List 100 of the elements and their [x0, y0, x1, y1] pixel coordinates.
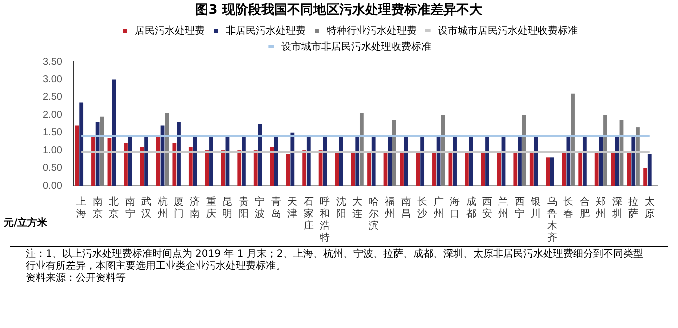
bar — [481, 152, 486, 186]
x-tick-label: 济南 — [190, 196, 200, 220]
bar — [530, 152, 534, 186]
x-tick-label: 深圳 — [611, 196, 622, 220]
bar — [100, 116, 104, 186]
bar — [188, 147, 193, 186]
x-tick-label: 青岛 — [271, 196, 282, 220]
x-tick-label: 南昌 — [401, 196, 412, 220]
x-tick-label: 厦门 — [174, 196, 184, 220]
bar — [441, 115, 446, 186]
bar — [144, 136, 148, 186]
bar — [486, 136, 490, 186]
bar — [205, 150, 210, 186]
bar — [582, 136, 587, 186]
x-tick-label: 福州 — [385, 196, 396, 220]
bar — [372, 136, 376, 186]
legend-label: 设市城市非居民污水处理收费标准 — [282, 40, 432, 53]
bar — [566, 136, 571, 186]
bar — [165, 113, 170, 186]
y-tick-label: 3.50 — [42, 56, 63, 68]
bar — [302, 150, 307, 186]
bar — [339, 136, 344, 186]
x-tick-label: 宁波 — [255, 196, 266, 220]
x-tick-label: 天津 — [288, 196, 298, 220]
x-tick-label: 拉萨 — [628, 196, 639, 220]
x-tick-label: 南宁 — [125, 196, 136, 220]
bar — [644, 168, 648, 186]
bar — [290, 132, 295, 186]
y-tick-label: 2.50 — [42, 92, 63, 104]
bar — [96, 122, 100, 186]
bar — [335, 152, 339, 186]
x-tick-label: 武汉 — [142, 196, 152, 220]
legend-label: 特种行业污水处理费 — [327, 24, 417, 37]
y-tick-label: 0.50 — [42, 163, 63, 174]
bar — [274, 136, 278, 186]
bar — [323, 136, 328, 186]
x-tick-label: 成都 — [466, 196, 476, 220]
x-tick-label: 郑州 — [596, 196, 606, 220]
bar — [627, 152, 632, 186]
bar — [124, 143, 128, 186]
bar — [360, 113, 364, 186]
x-tick-label: 西安 — [482, 196, 493, 220]
x-tick-label: 合肥 — [580, 196, 590, 220]
bar — [562, 152, 566, 186]
bar — [518, 136, 522, 186]
x-tick-label: 重庆 — [206, 196, 216, 220]
bar — [514, 152, 518, 186]
bar — [453, 136, 457, 186]
bar — [648, 154, 652, 186]
bar — [318, 150, 323, 186]
bar — [594, 152, 599, 186]
x-tick-label: 石家庄 — [304, 196, 314, 232]
x-tick-label: 大连 — [352, 196, 363, 220]
legend-label: 设市城市居民污水处理收费标准 — [438, 24, 578, 37]
bar — [420, 136, 425, 186]
x-tick-label: 哈尔滨 — [368, 196, 379, 232]
bar — [432, 152, 436, 186]
bar — [270, 147, 274, 186]
x-tick-label: 西宁 — [514, 196, 525, 220]
x-tick-label: 上海 — [76, 196, 87, 220]
bar — [210, 136, 214, 186]
x-tick-label: 南京 — [92, 196, 103, 220]
y-tick-label: 3.00 — [42, 74, 63, 86]
x-tick-label: 北京 — [109, 196, 120, 220]
bar — [221, 150, 226, 186]
legend-label: 非居民污水处理费 — [226, 24, 306, 37]
bar — [615, 136, 620, 186]
bar — [112, 80, 116, 186]
bar — [550, 158, 554, 186]
bar — [80, 102, 84, 186]
bar — [400, 152, 404, 186]
bar — [286, 154, 290, 186]
bar — [632, 136, 636, 186]
bar — [599, 136, 604, 186]
bar — [388, 136, 392, 186]
x-tick-label: 呼和浩特 — [320, 196, 330, 244]
bar — [356, 136, 360, 186]
bar — [242, 136, 246, 186]
x-tick-label: 杭州 — [156, 196, 168, 220]
bar — [258, 124, 262, 186]
x-tick-label: 乌鲁木齐 — [547, 196, 558, 244]
bar — [546, 158, 550, 186]
bar — [172, 143, 177, 186]
x-tick-label: 长沙 — [418, 196, 428, 220]
bar — [571, 94, 575, 186]
y-tick-label: 1.00 — [42, 145, 63, 156]
x-tick-label: 海口 — [450, 196, 460, 220]
y-tick-label: 1.50 — [42, 128, 63, 139]
y-tick-label: 0.00 — [42, 180, 63, 192]
chart-title: 图3 现阶段我国不同地区污水处理费标准差异不大 — [194, 2, 484, 20]
x-tick-label: 兰州 — [498, 196, 509, 220]
x-tick-label: 昆明 — [222, 196, 233, 220]
bar — [177, 122, 181, 186]
text: 注：1、以上污水处理费标准时间点为 2019 年 1 月末；2、上海、杭州、宁波、拉萨、成都、深圳、太原非居民污水处理费细分到不同类型行业有所差异，本图主要选用工业类企业污水处理费标准。 — [26, 249, 644, 272]
x-tick-label: 广州 — [434, 196, 444, 220]
bar — [404, 136, 408, 186]
bar — [578, 152, 583, 186]
bar — [497, 152, 502, 186]
bar — [156, 136, 160, 186]
x-tick-label: 沈阳 — [336, 196, 346, 220]
